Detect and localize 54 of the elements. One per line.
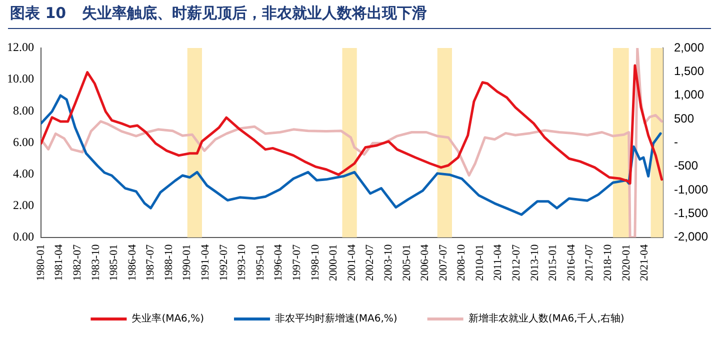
chart-title: 图表 10 失业率触底、时薪见顶后，非农就业人数将出现下滑 [10,4,427,23]
x-tick-label: 1997-07 [291,244,303,282]
x-tick-label: 2012-07 [510,244,523,282]
x-tick-label: 1988-10 [162,244,175,282]
x-tick-label: 2011-04 [492,244,504,281]
x-tick-label: 2016-04 [565,244,578,282]
x-tick-label: 1986-04 [126,244,138,282]
y-tick-label: 10.00 [7,72,34,86]
x-tick-label: 1982-07 [71,244,84,282]
x-tick-label: 1980-01 [34,244,47,282]
y-tick-label: 6.00 [13,134,34,149]
x-tick-label: 1993-10 [236,244,248,282]
x-tick-label: 2013-10 [528,244,541,282]
x-tick-label: 1987-07 [144,244,157,282]
x-tick-label: 1985-01 [108,244,120,282]
y2-tick-label: -500 [674,158,698,173]
y2-tick-label: 500 [674,111,694,126]
y2-tick-label: -1,000 [674,182,708,196]
x-tick-label: 2000-01 [328,244,340,282]
x-tick-label: 1992-07 [218,244,230,282]
x-tick-label: 2010-01 [474,244,486,282]
y-tick-label: 8.00 [13,103,34,118]
x-tick-label: 2008-10 [456,244,468,282]
y-tick-label: 0.00 [13,229,34,244]
y-tick-label: 4.00 [13,166,34,180]
y2-tick-label: 1,500 [674,64,704,78]
y2-tick-label: -2,000 [674,230,708,244]
legend-label: 失业率(MA6,%) [132,312,204,325]
x-tick-label: 2021-04 [638,244,651,282]
x-tick-label: 1990-01 [181,244,194,282]
x-tick-label: 2007-07 [437,244,450,282]
y-tick-label: 2.00 [13,198,34,212]
legend-label: 新增非农就业人数(MA6,千人,右轴) [468,312,624,325]
x-tick-label: 2020-01 [620,244,632,282]
x-tick-label: 1981-04 [53,244,66,282]
x-tick-label: 2006-04 [419,244,432,282]
y2-tick-label: - [674,134,678,149]
y2-tick-label: 2,000 [674,40,704,54]
x-tick-label: 1983-10 [90,244,102,282]
x-tick-label: 1996-04 [272,244,285,282]
x-tick-label: 2002-07 [364,244,376,282]
x-tick-label: 2003-10 [382,244,394,282]
legend-label: 非农平均时薪增速(MA6,%) [275,312,398,325]
y2-tick-label: 1,000 [674,88,704,102]
x-tick-label: 2015-01 [547,244,560,282]
x-tick-label: 1991-04 [200,244,212,282]
x-tick-label: 2017-07 [584,244,596,282]
y2-tick-label: -1,500 [674,206,708,220]
x-tick-label: 2018-10 [602,244,614,282]
x-tick-label: 2005-01 [400,244,413,282]
y-tick-label: 12.00 [7,40,34,54]
x-tick-label: 2001-04 [346,244,358,282]
x-tick-label: 1995-01 [254,244,266,282]
x-tick-label: 1998-10 [309,244,322,282]
